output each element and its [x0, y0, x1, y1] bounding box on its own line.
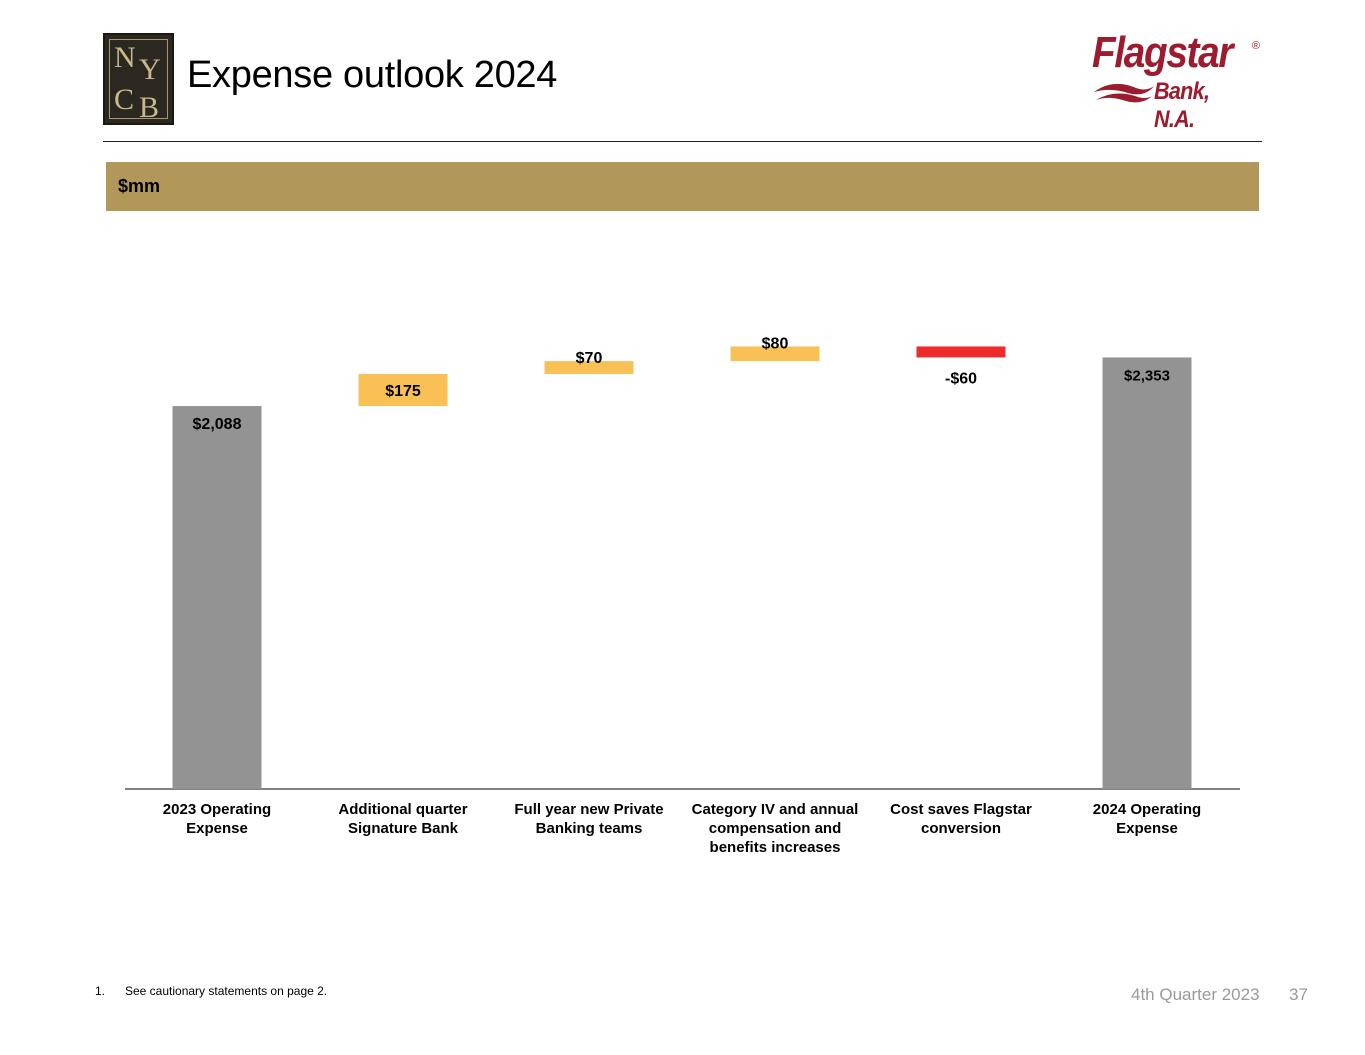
- category-label-line: Expense: [1116, 820, 1178, 837]
- data-label-0: $2,088: [193, 416, 242, 433]
- unit-band: $mm: [106, 162, 1259, 211]
- category-label-line: 2023 Operating: [162, 801, 272, 818]
- flagstar-logo-subtitle: Bank, N.A.: [1154, 78, 1210, 133]
- unit-label: $mm: [118, 176, 161, 196]
- category-label-line: conversion: [920, 820, 1002, 837]
- category-label-line: Additional quarter: [338, 801, 468, 818]
- bar-5: [1102, 357, 1192, 789]
- category-label-line: compensation and: [708, 820, 842, 837]
- category-label-line: 2024 Operating: [1092, 801, 1202, 818]
- footnote-text: See cautionary statements on page 2.: [125, 984, 328, 998]
- category-label-line: Expense: [186, 820, 248, 837]
- category-label-0: 2023 Operating Expense: [127, 800, 307, 838]
- header-divider: [103, 141, 1262, 142]
- nycb-logo: N Y C B: [103, 33, 174, 125]
- category-label-4: Cost saves Flagstar conversion: [871, 800, 1051, 838]
- nycb-logo-letter-y: Y: [139, 53, 161, 86]
- flagstar-logo-registered: ®: [1251, 40, 1260, 52]
- data-label-5: $2,353: [1124, 367, 1170, 384]
- data-label-3: $80: [762, 335, 789, 352]
- nycb-logo-letter-c: C: [114, 83, 135, 116]
- category-label-5: 2024 Operating Expense: [1057, 800, 1237, 838]
- category-label-line: Full year new Private: [514, 801, 664, 818]
- data-label-1: $175: [385, 383, 421, 400]
- footer-period: 4th Quarter 2023: [1131, 985, 1260, 1004]
- bar-1: [358, 373, 448, 407]
- bar-4: [916, 346, 1006, 358]
- bar-2: [544, 361, 634, 374]
- flagstar-logo-name: Flagstar: [1092, 28, 1233, 77]
- flagstar-logo: Flagstar ® Bank, N.A.: [1088, 28, 1266, 133]
- category-label-line: Category IV and annual: [691, 801, 859, 818]
- page-number: 37: [1289, 985, 1308, 1004]
- bar-0: [172, 406, 262, 789]
- nycb-logo-letter-n: N: [114, 41, 136, 74]
- nycb-logo-letter-b: B: [139, 91, 160, 124]
- category-label-2: Full year new Private Banking teams: [499, 800, 679, 838]
- bar-3: [730, 346, 820, 362]
- category-label-line: benefits increases: [709, 839, 841, 856]
- footnote-number: 1.: [95, 984, 106, 998]
- category-label-line: Banking teams: [535, 820, 643, 837]
- data-label-4: -$60: [945, 370, 977, 387]
- category-label-line: Signature Bank: [347, 820, 459, 837]
- flagstar-wave-icon: [1094, 83, 1154, 103]
- category-label-1: Additional quarter Signature Bank: [313, 800, 493, 838]
- category-label-3: Category IV and annual compensation and be…: [685, 800, 865, 857]
- page-title: Expense outlook 2024: [187, 54, 558, 96]
- category-label-line: Cost saves Flagstar: [890, 801, 1032, 818]
- data-label-2: $70: [576, 350, 603, 367]
